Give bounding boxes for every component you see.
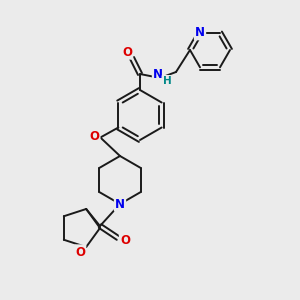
Text: O: O [75,245,85,259]
Text: O: O [89,130,99,143]
Text: N: N [195,26,205,39]
Text: H: H [163,76,171,86]
Text: N: N [153,68,163,82]
Text: O: O [122,46,132,59]
Text: N: N [115,197,125,211]
Text: O: O [120,233,130,247]
